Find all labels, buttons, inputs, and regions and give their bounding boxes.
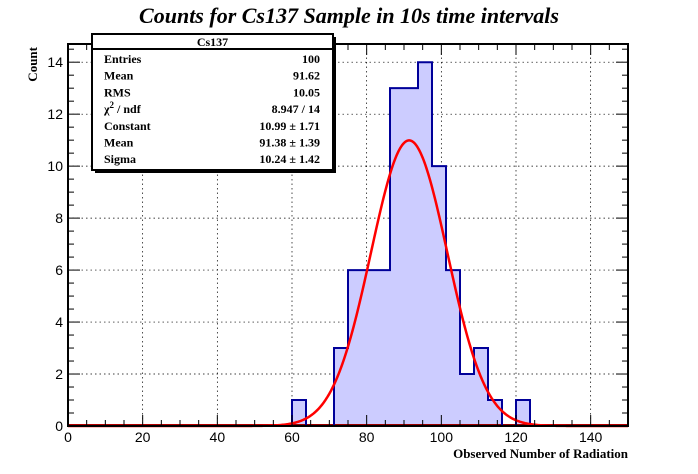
stats-value: 10.05 [293, 85, 320, 99]
histogram-bar [348, 270, 362, 426]
x-tick-label: 80 [359, 429, 375, 445]
x-axis-ticks: 0 20 40 60 80 100 120 140 [64, 44, 629, 445]
histogram-bar [404, 88, 418, 426]
stats-label: Sigma [104, 152, 136, 166]
x-tick-label: 120 [504, 429, 528, 445]
stats-value: 100 [302, 52, 320, 66]
stats-label: χ2 / ndf [103, 100, 142, 116]
histogram-bar [432, 166, 446, 426]
stats-label: Mean [104, 69, 134, 83]
histogram-bar [446, 270, 460, 426]
stats-value: 91.62 [293, 69, 320, 83]
histogram-bar [460, 374, 474, 426]
stats-value: 10.24 ± 1.42 [259, 152, 320, 166]
stats-value: 91.38 ± 1.39 [259, 136, 320, 150]
x-tick-label: 20 [135, 429, 151, 445]
stats-value: 8.947 / 14 [272, 102, 320, 116]
y-tick-label: 6 [55, 262, 63, 278]
histogram-bar [362, 270, 376, 426]
histogram-bar [516, 400, 530, 426]
y-tick-label: 0 [55, 418, 63, 434]
y-tick-label: 4 [55, 314, 63, 330]
x-tick-label: 100 [430, 429, 454, 445]
y-tick-label: 14 [47, 54, 63, 70]
x-tick-label: 140 [579, 429, 603, 445]
histogram-bar [376, 270, 390, 426]
y-axis-label: Count [25, 46, 40, 81]
x-tick-label: 40 [210, 429, 226, 445]
y-tick-label: 10 [47, 158, 63, 174]
histogram-bar [334, 348, 348, 426]
stats-box-border [91, 33, 334, 171]
stats-box-name: Cs137 [197, 35, 228, 49]
x-tick-label: 0 [64, 429, 72, 445]
histogram-outline [291, 61, 531, 427]
histogram-bar [418, 62, 432, 426]
histogram-bar [390, 88, 404, 426]
y-tick-label: 2 [55, 366, 63, 382]
chart-title: Counts for Cs137 Sample in 10s time inte… [139, 3, 559, 28]
stats-value: 10.99 ± 1.71 [259, 119, 320, 133]
stats-label: Entries [104, 52, 142, 66]
stats-box: Cs137 Entries 100 Mean 91.62 RMS 10.05 χ2 / ndf… [91, 33, 336, 173]
stats-label: RMS [104, 85, 131, 99]
y-tick-label: 8 [55, 210, 63, 226]
x-tick-label: 60 [284, 429, 300, 445]
x-axis-label: Observed Number of Radiation [453, 446, 629, 461]
y-axis-ticks: 0 2 4 6 8 10 12 14 [47, 48, 628, 434]
y-tick-label: 12 [47, 106, 63, 122]
stats-label: Mean [104, 136, 134, 150]
stats-label: Constant [104, 119, 151, 133]
